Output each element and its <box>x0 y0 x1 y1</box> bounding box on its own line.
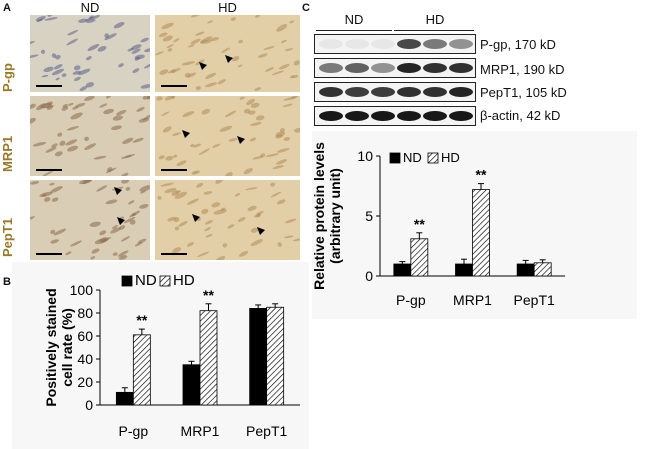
micrograph-mrp1-hd <box>155 96 300 176</box>
bar-nd-p-gp <box>115 391 134 406</box>
blot-pgp <box>314 34 476 54</box>
panel-c-letter: C <box>302 2 310 14</box>
bar-hd-pept1 <box>266 306 285 406</box>
legend-swatch-hd <box>427 152 439 164</box>
blot-label-bactin: β-actin, 42 kD <box>480 108 561 123</box>
legend-label-hd: HD <box>173 272 195 289</box>
bar-nd-pept1 <box>516 263 535 277</box>
y-tick-label: 0 <box>85 397 93 413</box>
y-tick-label: 0 <box>365 268 373 284</box>
y-tick-label: 100 <box>70 282 94 298</box>
y-axis-label: (arbitrary unit) <box>327 168 343 264</box>
blot-pept1 <box>314 82 476 102</box>
category-label-pept1: PepT1 <box>514 292 555 308</box>
category-label-p-gp: P-gp <box>119 423 149 439</box>
significance-marker: ** <box>203 287 214 303</box>
bar-nd-p-gp <box>393 263 412 277</box>
blot-label-pept1: PepT1, 105 kD <box>480 85 567 100</box>
micrograph-pept1-hd <box>155 180 300 260</box>
panel-b-letter: B <box>3 276 11 288</box>
blot-mrp1 <box>314 58 476 78</box>
legend-label-hd: HD <box>441 150 460 165</box>
micrograph-pgp-hd <box>155 15 300 92</box>
category-label-mrp1: MRP1 <box>453 292 492 308</box>
chart-b: 0 20 40 60 80 100 ** P-gp ** MRP1 PepT1 ND HD Positiv… <box>43 272 300 439</box>
y-axis-label: Relative protein levels <box>311 142 327 290</box>
bar-nd-mrp1 <box>182 364 201 406</box>
significance-marker: ** <box>476 167 487 183</box>
y-tick-label: 80 <box>77 305 93 321</box>
blot-bactin <box>314 106 476 126</box>
y-axis-label: Positively stained <box>43 288 59 406</box>
legend-swatch-nd <box>389 152 401 164</box>
micrograph-mrp1-nd <box>30 96 150 176</box>
legend-swatch-hd <box>159 275 171 287</box>
category-label-p-gp: P-gp <box>396 292 426 308</box>
y-tick-label: 40 <box>77 351 93 367</box>
chart-c: 0 5 10 ** P-gp ** MRP1 PepT1 ND HD Relative protei… <box>311 142 565 308</box>
bar-hd-pept1 <box>533 262 552 277</box>
row-label-pept1: PepT1 <box>0 217 15 257</box>
blot-label-mrp1: MRP1, 190 kD <box>480 62 565 77</box>
y-tick-label: 60 <box>77 328 93 344</box>
blot-header-line-hd <box>394 30 474 31</box>
bar-hd-p-gp <box>132 334 151 406</box>
panel-a-letter: A <box>3 2 11 14</box>
significance-marker: ** <box>414 216 425 232</box>
legend-label-nd: ND <box>403 150 422 165</box>
panel-c-header-nd: ND <box>344 12 364 27</box>
blot-header-line-nd <box>316 30 392 31</box>
blot-label-pgp: P-gp, 170 kD <box>480 37 556 52</box>
significance-marker: ** <box>136 312 147 328</box>
legend-swatch-nd <box>121 275 133 287</box>
y-tick-label: 5 <box>365 208 373 224</box>
y-axis-label: cell rate (%) <box>59 308 75 387</box>
micrograph-pept1-nd <box>30 180 150 260</box>
panel-a-header-nd: ND <box>80 0 100 15</box>
bar-nd-mrp1 <box>455 263 473 277</box>
category-label-pept1: PepT1 <box>246 423 287 439</box>
panel-a-header-hd: HD <box>218 0 237 15</box>
legend-label-nd: ND <box>135 272 157 289</box>
y-tick-label: 20 <box>77 374 93 390</box>
row-label-pgp: P-gp <box>0 63 15 92</box>
row-label-mrp1: MRP1 <box>0 135 15 172</box>
y-tick-label: 10 <box>357 148 373 164</box>
bar-hd-mrp1 <box>472 189 490 277</box>
micrograph-pgp-nd <box>30 15 150 92</box>
bar-nd-pept1 <box>249 308 268 406</box>
panel-c-header-hd: HD <box>425 12 445 27</box>
bar-hd-mrp1 <box>199 310 218 406</box>
category-label-mrp1: MRP1 <box>181 423 220 439</box>
bar-hd-p-gp <box>410 238 429 277</box>
